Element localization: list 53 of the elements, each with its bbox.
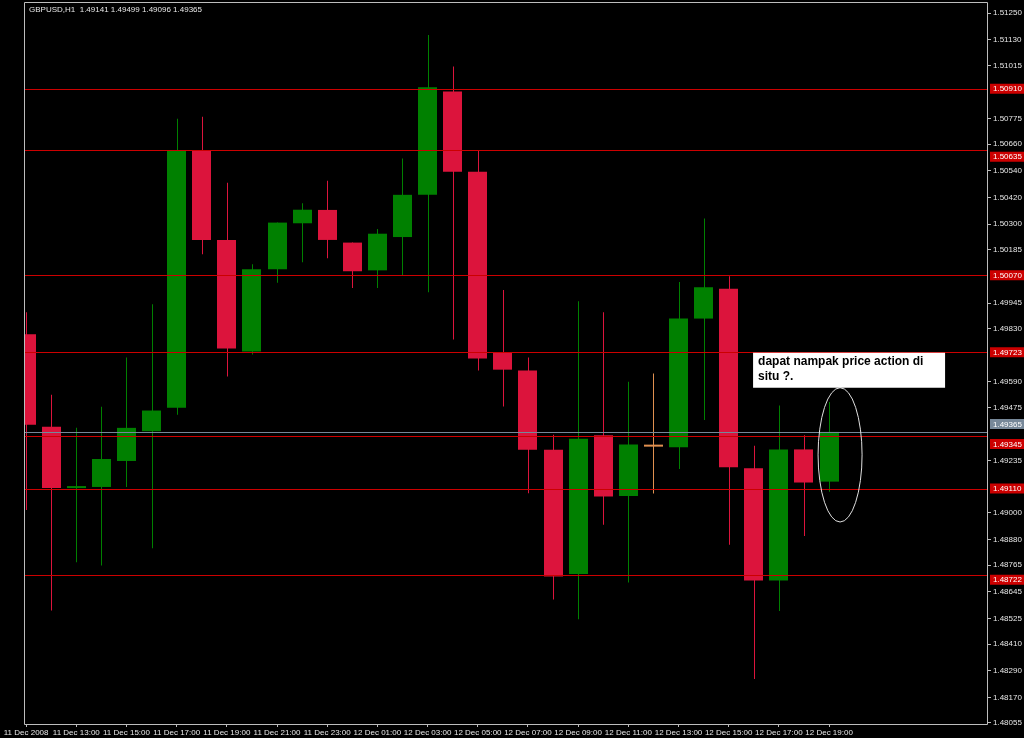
candlestick <box>67 427 86 563</box>
y-tick-label: 1.48055 <box>993 718 1023 728</box>
x-tick-label: 12 Dec 05:00 <box>453 728 503 737</box>
y-tick-label: 1.50185 <box>993 244 1023 254</box>
ref-line-label: 1.49345 <box>993 439 1023 449</box>
x-tick-label: 11 Dec 15:00 <box>102 728 151 737</box>
y-tick-label: 1.51250 <box>993 8 1023 18</box>
y-tick-label: 1.49590 <box>993 377 1023 387</box>
y-tick-label: 1.50420 <box>993 192 1023 202</box>
y-tick-label: 1.48880 <box>993 534 1023 544</box>
y-tick-label: 1.48765 <box>993 560 1023 570</box>
candlestick <box>142 304 161 549</box>
y-tick-label: 1.50660 <box>993 139 1023 149</box>
x-tick-label: 12 Dec 11:00 <box>604 728 653 737</box>
ref-line-label: 1.50635 <box>993 152 1023 162</box>
x-tick-label: 11 Dec 23:00 <box>303 728 352 737</box>
y-tick-label: 1.49235 <box>993 455 1023 465</box>
x-tick-label: 12 Dec 17:00 <box>755 728 804 737</box>
x-tick-label: 11 Dec 19:00 <box>203 728 251 737</box>
ref-line-label: 1.49723 <box>993 348 1023 358</box>
y-tick-label: 1.48410 <box>993 639 1023 649</box>
x-tick-label: 11 Dec 21:00 <box>253 728 302 737</box>
y-tick-label: 1.49000 <box>993 508 1023 518</box>
y-tick-label: 1.49945 <box>993 298 1023 308</box>
x-tick-label: 12 Dec 03:00 <box>403 728 452 737</box>
y-tick-label: 1.51015 <box>993 60 1023 70</box>
ref-line-label: 1.49110 <box>993 484 1022 494</box>
annotation: dapat nampak price action di situ ?. <box>758 354 924 384</box>
x-tick-label: 11 Dec 13:00 <box>52 728 101 737</box>
x-tick-label: 12 Dec 19:00 <box>805 728 854 737</box>
ref-line-label: 1.50070 <box>993 270 1023 280</box>
x-tick-label: 12 Dec 15:00 <box>704 728 754 737</box>
ref-line-label: 1.48722 <box>993 575 1023 585</box>
y-tick-label: 1.51130 <box>993 34 1022 44</box>
ref-line-label: 1.49365 <box>993 419 1023 429</box>
y-tick-label: 1.48170 <box>993 692 1023 702</box>
y-tick-label: 1.48525 <box>993 613 1023 623</box>
y-tick-label: 1.49830 <box>993 323 1023 333</box>
y-tick-label: 1.48645 <box>993 587 1023 597</box>
x-tick-label: 12 Dec 09:00 <box>554 728 603 737</box>
candlestick <box>644 373 663 494</box>
y-tick-label: 1.50300 <box>993 219 1023 229</box>
chart-title: GBPUSD,H1 1.49141 1.49499 1.49096 1.49365 <box>29 5 203 15</box>
x-tick-label: 12 Dec 01:00 <box>353 728 402 737</box>
x-tick-label: 12 Dec 07:00 <box>504 728 553 737</box>
ref-line-label: 1.50910 <box>993 84 1023 94</box>
y-tick-label: 1.50775 <box>993 113 1023 123</box>
x-tick-label: 11 Dec 2008 <box>3 728 50 737</box>
x-tick-label: 11 Dec 17:00 <box>153 728 201 737</box>
y-tick-label: 1.50540 <box>993 166 1023 176</box>
x-tick-label: 12 Dec 13:00 <box>654 728 703 737</box>
y-tick-label: 1.49475 <box>993 402 1023 412</box>
y-tick-label: 1.48290 <box>993 665 1023 675</box>
